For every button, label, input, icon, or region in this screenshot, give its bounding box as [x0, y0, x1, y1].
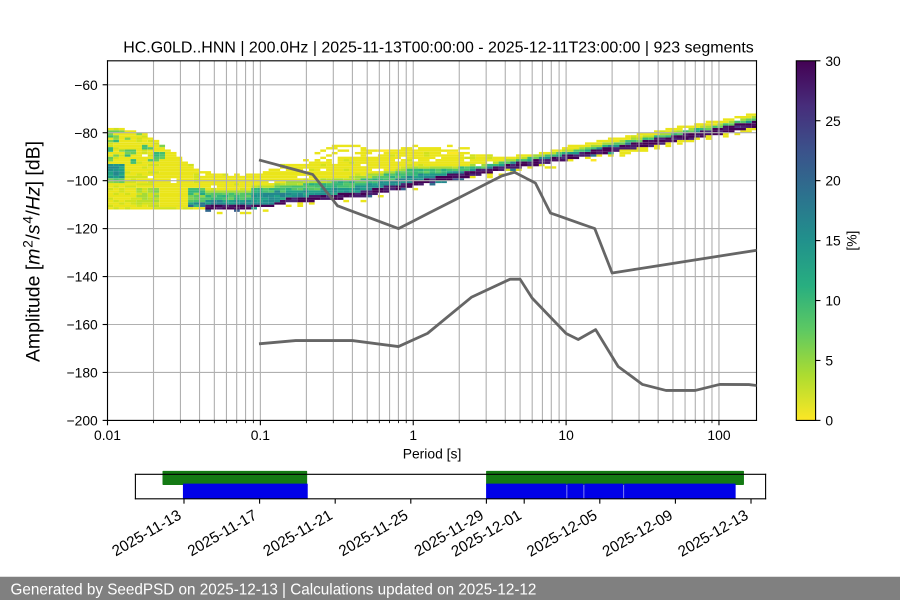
svg-text:30: 30 [825, 53, 841, 69]
svg-text:−100: −100 [67, 173, 99, 189]
svg-text:0.1: 0.1 [251, 427, 271, 443]
svg-text:10: 10 [558, 427, 574, 443]
svg-text:0: 0 [825, 412, 833, 428]
svg-text:100: 100 [707, 427, 730, 443]
svg-text:−160: −160 [67, 317, 99, 333]
svg-text:25: 25 [825, 113, 841, 129]
svg-text:−180: −180 [67, 364, 99, 380]
svg-text:−60: −60 [74, 77, 98, 93]
svg-text:0.01: 0.01 [94, 427, 121, 443]
svg-text:1: 1 [409, 427, 417, 443]
svg-text:10: 10 [825, 293, 841, 309]
svg-text:−200: −200 [67, 412, 99, 428]
svg-text:A m p l: A m p l i t u d e [ / / ] [ d B ] m s H … [12, 135, 44, 362]
svg-text:5: 5 [825, 352, 833, 368]
svg-text:−80: −80 [74, 125, 98, 141]
svg-text:HC.G0LD..HNN | 200.0Hz | 2025-: HC.G0LD..HNN | 200.0Hz | 2025-11-13T00:0… [123, 39, 754, 56]
svg-text:−140: −140 [67, 269, 99, 285]
svg-text:15: 15 [825, 233, 841, 249]
svg-text:Generated by SeedPSD on 2025-1: Generated by SeedPSD on 2025-12-13 | Cal… [10, 582, 536, 599]
svg-text:Period [s]: Period [s] [403, 446, 462, 462]
svg-text:20: 20 [825, 173, 841, 189]
svg-text:−120: −120 [67, 221, 99, 237]
svg-text:[%]: [%] [843, 231, 859, 251]
